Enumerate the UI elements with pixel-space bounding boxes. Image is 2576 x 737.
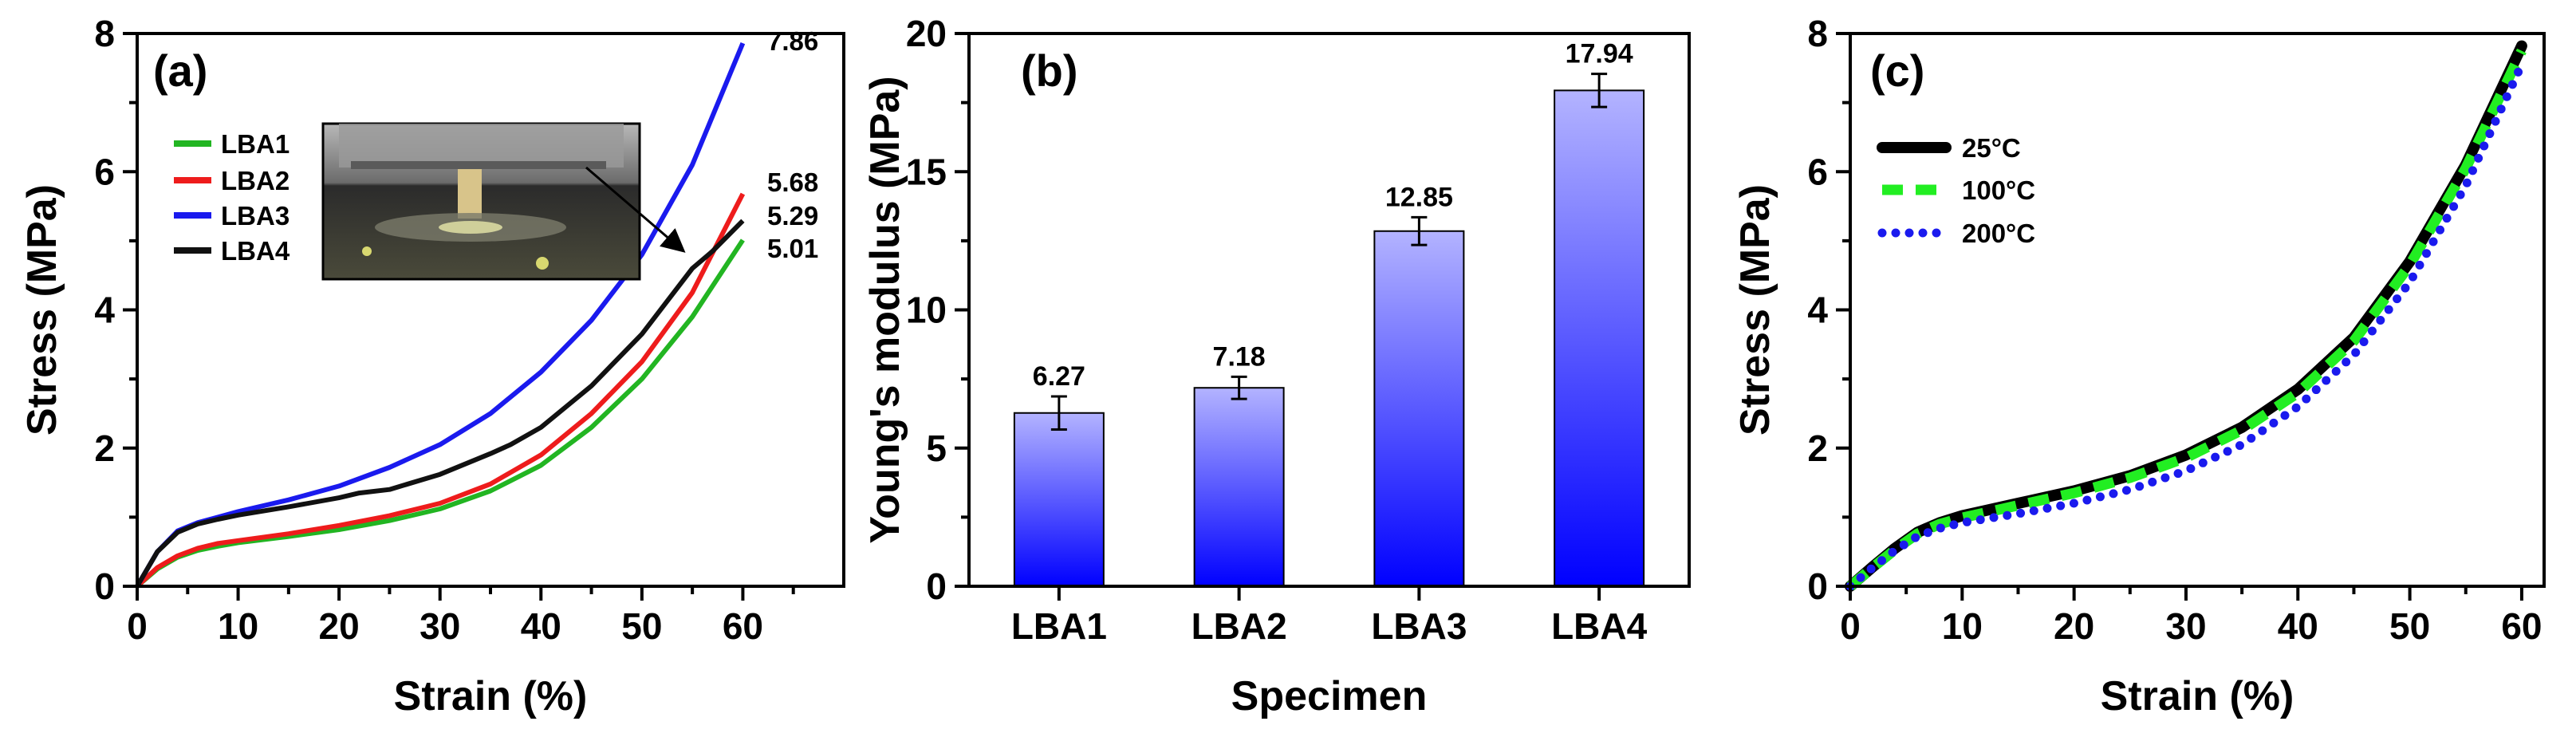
legend-label: 100°C	[1962, 175, 2035, 205]
plot-frame	[136, 32, 845, 588]
y-tick-label: 6	[94, 151, 115, 192]
legend-label: LBA3	[221, 201, 290, 231]
series-line-lba2	[135, 192, 746, 589]
x-tick-label: 10	[218, 605, 258, 647]
y-tick-label: 2	[94, 428, 115, 469]
plot-frame	[1849, 32, 2546, 588]
y-tick-label: 4	[1807, 290, 1828, 331]
x-tick-label: 50	[621, 605, 662, 647]
y-tick-label: 0	[1807, 566, 1828, 607]
y-tick-label: 0	[926, 566, 947, 607]
panel-label: (b)	[1021, 45, 1078, 96]
y-tick-label: 6	[1807, 151, 1828, 192]
panel-b-youngs-modulus: 6.27 LBA1 7.18 LBA2 12.85 LBA3 17.94 LBA4 0 5 10 15…	[862, 13, 1691, 719]
x-tick-label: 20	[2054, 605, 2094, 647]
inset-photo	[321, 122, 641, 281]
y-axis-title: Stress (MPa)	[19, 184, 65, 436]
x-tick-label: 40	[2278, 605, 2318, 647]
bar-lba3	[1373, 230, 1465, 587]
series-line-lba1	[136, 238, 745, 589]
y-tick-label: 5	[926, 428, 947, 469]
x-tick-label: 10	[1942, 605, 1983, 647]
legend-label: LBA1	[221, 129, 290, 159]
end-value-label: 5.01	[767, 234, 818, 263]
y-tick-label: 0	[94, 566, 115, 607]
x-tick-label: 30	[2165, 605, 2206, 647]
x-tick-label: 0	[127, 605, 148, 647]
y-tick-label: 4	[94, 290, 115, 331]
panel-label: (c)	[1870, 45, 1924, 96]
x-axis-title: Strain (%)	[394, 673, 588, 719]
end-value-label: 7.86	[767, 26, 818, 56]
x-tick-label: LBA4	[1551, 605, 1648, 647]
inset-arrow	[585, 166, 686, 253]
bar-value-label: 6.27	[1033, 361, 1085, 392]
legend-label: 200°C	[1962, 219, 2035, 248]
x-axis-title: Specimen	[1231, 673, 1428, 719]
series-line-lba4	[135, 219, 745, 588]
y-tick-label: 10	[906, 290, 947, 331]
series-line-25c	[1845, 40, 2527, 592]
legend-label: LBA4	[221, 236, 290, 266]
panel-label: (a)	[153, 45, 207, 96]
x-tick-label: LBA1	[1011, 605, 1107, 647]
series-line-200c	[1845, 60, 2527, 591]
bar-value-label: 7.18	[1213, 341, 1266, 372]
bar-value-label: 17.94	[1566, 39, 1633, 69]
end-value-label: 5.29	[767, 201, 818, 231]
y-axis-title: Stress (MPa)	[1732, 184, 1778, 436]
y-tick-label: 20	[906, 13, 947, 54]
x-tick-label: 50	[2389, 605, 2430, 647]
bar-lba1	[1013, 412, 1105, 587]
bar-value-label: 12.85	[1385, 182, 1453, 212]
bar-lba4	[1554, 89, 1645, 587]
x-tick-label: 60	[723, 605, 763, 647]
x-tick-label: 0	[1840, 605, 1861, 647]
y-tick-label: 15	[906, 151, 947, 192]
legend-label: LBA2	[221, 166, 290, 195]
y-tick-label: 8	[1807, 13, 1828, 54]
series-line-100c	[1846, 48, 2527, 590]
end-value-label: 5.68	[767, 168, 818, 197]
x-tick-label: 60	[2501, 605, 2542, 647]
y-tick-label: 8	[94, 13, 115, 54]
y-tick-label: 2	[1807, 428, 1828, 469]
x-axis-title: Strain (%)	[2101, 673, 2294, 719]
bar-lba2	[1193, 387, 1285, 588]
x-tick-label: 20	[319, 605, 360, 647]
panel-a-stress-strain: 0 10 20 30 40 50 60 0 2 4 6 8 Strain (%) Stress (MPa)…	[19, 13, 845, 719]
x-tick-label: 30	[419, 605, 460, 647]
x-tick-label: LBA2	[1191, 605, 1287, 647]
y-axis-title: Young's modulus (MPa)	[862, 76, 908, 543]
x-tick-label: LBA3	[1371, 605, 1467, 647]
panel-c-temperature: 0 10 20 30 40 50 60 0 2 4 6 8 Strain (%) Stress (MPa)…	[1732, 13, 2546, 719]
x-tick-label: 40	[521, 605, 561, 647]
legend-label: 25°C	[1962, 133, 2021, 163]
